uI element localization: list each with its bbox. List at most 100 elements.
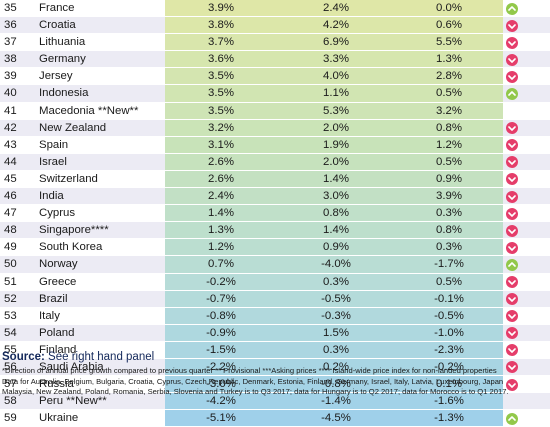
arrow-up-icon (506, 258, 518, 271)
table-row: 59 Ukraine -5.1% -4.5% -1.3% (0, 410, 550, 427)
quarterly-change-cell: -4.5% (321, 412, 351, 425)
table-row: 46 India 2.4% 3.0% 3.9% (0, 188, 550, 206)
previous-year-change-cell: -0.1% (434, 292, 464, 305)
annual-change-cell: 3.5% (208, 104, 234, 117)
annual-change-cell: 3.5% (208, 87, 234, 100)
previous-year-change-cell: 0.5% (436, 155, 462, 168)
table-row: 37 Lithuania 3.7% 6.9% 5.5% (0, 34, 550, 52)
country-cell: France (39, 2, 75, 14)
rank-cell: 59 (4, 412, 17, 425)
arrow-down-icon (506, 327, 518, 340)
row-divider (0, 204, 550, 206)
quarterly-change-cell: 0.3% (323, 275, 349, 288)
row-divider (0, 272, 550, 274)
rank-cell: 35 (4, 2, 17, 14)
country-cell: Lithuania (39, 36, 86, 49)
table-row: 57 Russia -3.0% -0.8% 0.1% (0, 376, 550, 394)
annual-change-cell: -2.2% (206, 360, 236, 373)
source-label: Source: (2, 351, 45, 363)
annual-change-cell: 3.7% (208, 36, 234, 49)
table-row: 51 Greece -0.2% 0.3% 0.5% (0, 273, 550, 291)
country-cell: Cyprus (39, 207, 76, 220)
country-cell: Norway (39, 258, 78, 271)
rank-cell: 51 (4, 275, 17, 288)
previous-year-change-cell: 5.5% (436, 36, 462, 49)
value-band (165, 273, 503, 291)
row-divider (0, 255, 550, 257)
table-row: 47 Cyprus 1.4% 0.8% 0.3% (0, 205, 550, 223)
value-band (165, 34, 503, 52)
country-cell: Russia (39, 378, 74, 391)
annual-change-cell: -0.7% (206, 292, 236, 305)
table-row: 41 Macedonia **New** 3.5% 5.3% 3.2% (0, 102, 550, 120)
table-row: 56 Saudi Arabia -2.2% 0.2% -0.2% (0, 358, 550, 377)
footnote-line: *Direction of annual price growth compar… (2, 366, 497, 375)
row-divider (0, 118, 550, 120)
quarterly-change-cell: 3.3% (323, 53, 349, 66)
row-divider (0, 357, 550, 359)
table-row: 36 Croatia 3.8% 4.2% 0.6% (0, 17, 550, 35)
quarterly-change-cell: 1.4% (323, 172, 349, 185)
annual-change-cell: 1.2% (208, 241, 234, 254)
quarterly-change-cell: -1.4% (321, 395, 351, 408)
table-row: 44 Israel 2.6% 2.0% 0.5% (0, 153, 550, 171)
annual-change-cell: 3.5% (208, 70, 234, 83)
value-band (165, 170, 503, 189)
row-divider (0, 238, 550, 240)
quarterly-change-cell: 3.0% (323, 190, 349, 203)
rank-cell: 37 (4, 36, 17, 49)
rank-cell: 53 (4, 309, 17, 322)
quarterly-change-cell: 0.8% (323, 207, 349, 220)
annual-change-cell: -0.8% (206, 309, 236, 322)
annual-change-cell: -0.9% (206, 326, 236, 339)
previous-year-change-cell: 0.5% (436, 87, 462, 100)
value-band (165, 393, 503, 411)
arrow-down-icon (506, 310, 518, 323)
rank-cell: 39 (4, 70, 17, 83)
annual-change-cell: -1.5% (206, 343, 236, 356)
arrow-down-icon (506, 139, 518, 152)
arrow-down-icon (506, 344, 518, 357)
previous-year-change-cell: 0.0% (436, 2, 462, 14)
arrow-down-icon (506, 173, 518, 186)
quarterly-change-cell: 2.0% (323, 155, 349, 168)
arrow-down-icon (506, 122, 518, 135)
value-band (165, 153, 503, 171)
country-cell: Indonesia (39, 87, 89, 100)
table-row: 38 Germany 3.6% 3.3% 1.3% (0, 51, 550, 69)
value-band (165, 102, 503, 120)
country-cell: Spain (39, 138, 69, 151)
arrow-down-icon (506, 190, 518, 203)
previous-year-change-cell: 0.6% (436, 19, 462, 32)
notes-section: Source: See right hand panel *Direction … (0, 351, 550, 398)
country-cell: India (39, 190, 64, 203)
quarterly-change-cell: 0.9% (323, 241, 349, 254)
previous-year-change-cell: -1.0% (434, 326, 464, 339)
table-row: 48 Singapore**** 1.3% 1.4% 0.8% (0, 222, 550, 240)
annual-change-cell: 1.3% (208, 224, 234, 237)
row-divider (0, 392, 550, 394)
row-divider (0, 289, 550, 291)
rank-cell: 36 (4, 19, 17, 32)
table-row: 35 France 3.9% 2.4% 0.0% (0, 0, 550, 18)
country-cell: Ukraine (39, 412, 79, 425)
value-band (165, 307, 503, 325)
value-band (165, 136, 503, 154)
annual-change-cell: 3.8% (208, 19, 234, 32)
country-cell: Croatia (39, 19, 76, 32)
rank-cell: 54 (4, 326, 17, 339)
arrow-down-icon (506, 241, 518, 254)
table-row: 39 Jersey 3.5% 4.0% 2.8% (0, 68, 550, 86)
annual-change-cell: -4.2% (206, 395, 236, 408)
country-cell: Brazil (39, 292, 68, 305)
quarterly-change-cell: 2.4% (323, 2, 349, 14)
quarterly-change-cell: -0.3% (321, 309, 351, 322)
rank-cell: 44 (4, 155, 17, 168)
row-divider (0, 101, 550, 103)
value-band (165, 341, 503, 359)
quarterly-change-cell: 5.3% (323, 104, 349, 117)
arrow-down-icon (506, 378, 518, 391)
row-divider (0, 375, 550, 377)
country-cell: Jersey (39, 70, 73, 83)
